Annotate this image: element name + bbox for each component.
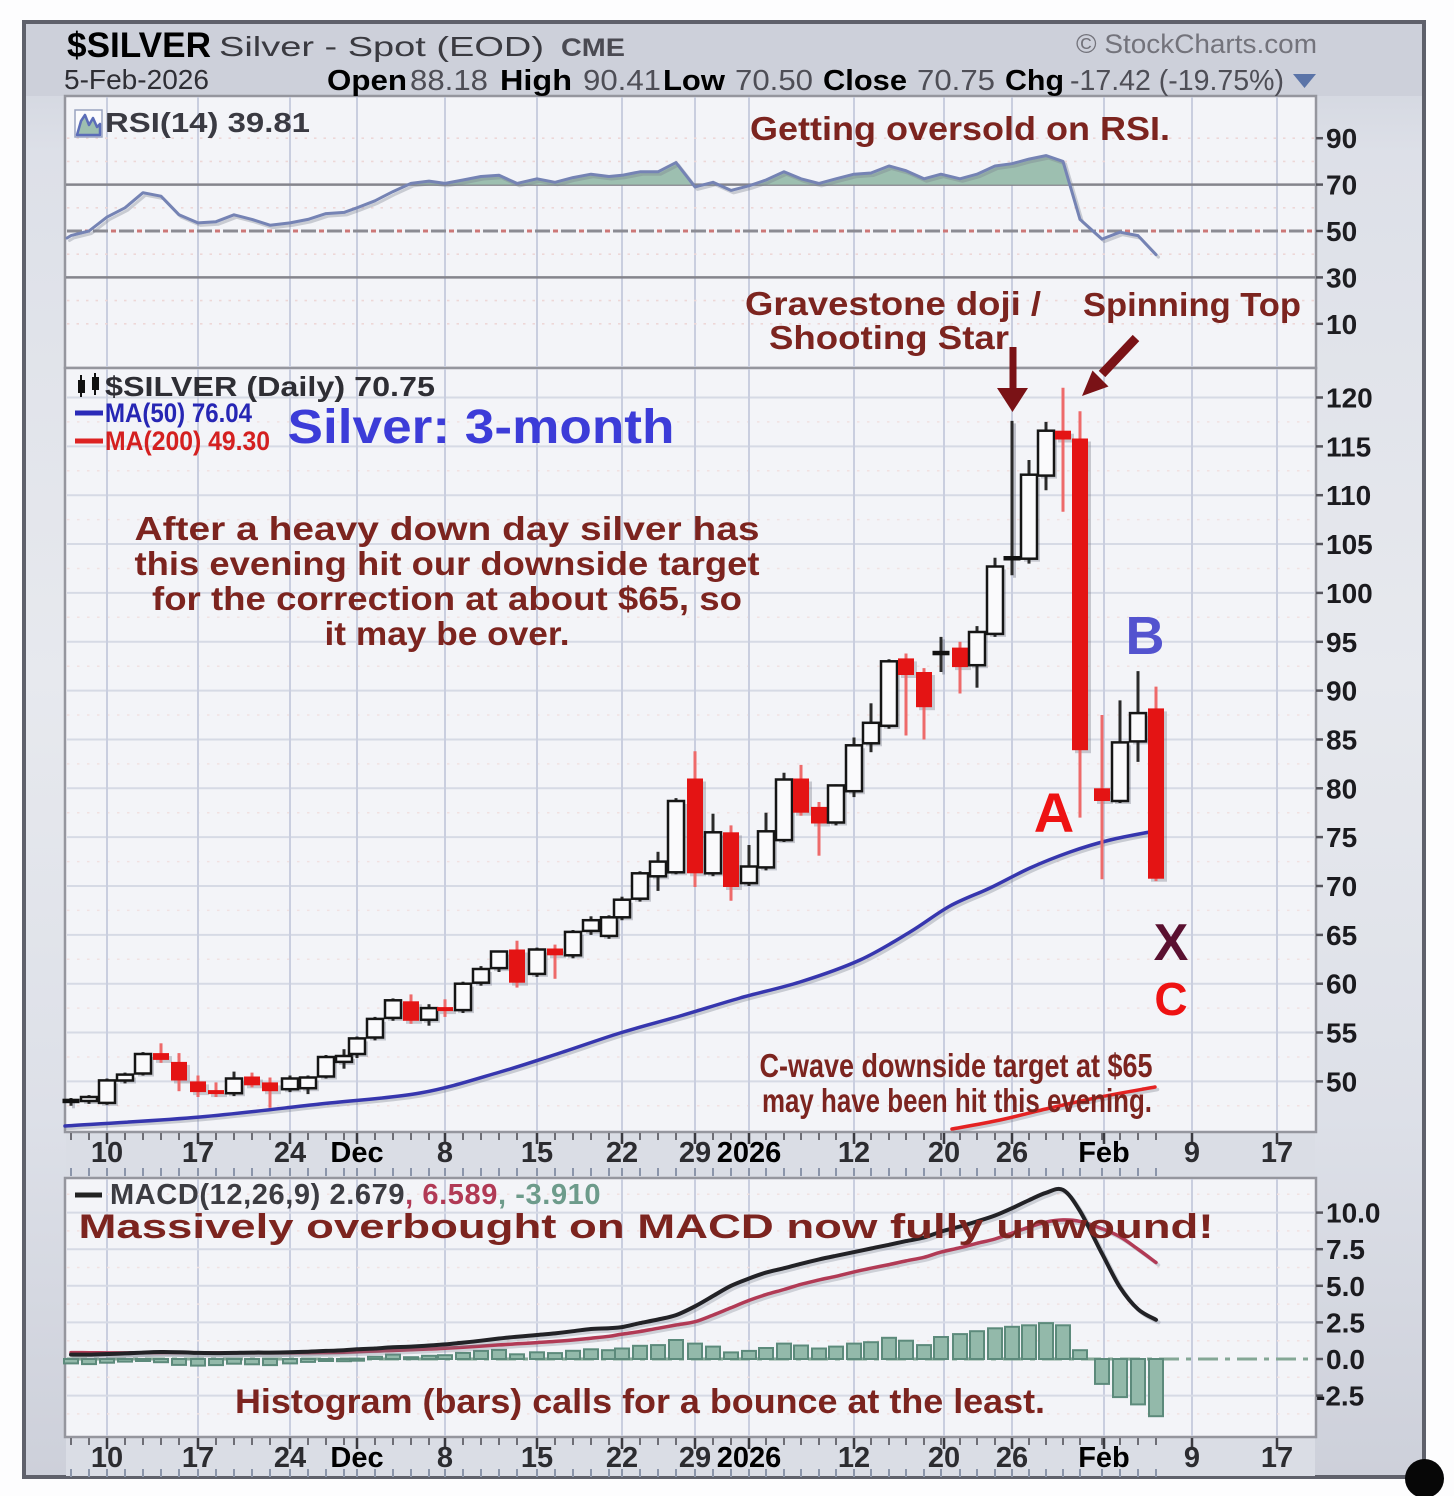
svg-text:C: C bbox=[1154, 973, 1187, 1025]
svg-text:Silver - Spot (EOD): Silver - Spot (EOD) bbox=[219, 31, 544, 62]
svg-text:Feb: Feb bbox=[1078, 1137, 1130, 1169]
svg-text:7.5: 7.5 bbox=[1326, 1234, 1365, 1265]
svg-text:22: 22 bbox=[606, 1137, 638, 1169]
svg-text:88.18: 88.18 bbox=[410, 65, 488, 97]
svg-text:90: 90 bbox=[1326, 123, 1357, 154]
svg-text:60: 60 bbox=[1326, 969, 1357, 1000]
svg-text:© StockCharts.com: © StockCharts.com bbox=[1076, 29, 1317, 59]
svg-text:12: 12 bbox=[838, 1442, 870, 1474]
svg-text:Massively overbought on MACD n: Massively overbought on MACD now fully u… bbox=[79, 1208, 1214, 1246]
svg-text:Gravestone doji /: Gravestone doji / bbox=[745, 285, 1041, 322]
svg-text:20: 20 bbox=[928, 1137, 960, 1169]
svg-text:B: B bbox=[1126, 606, 1165, 666]
svg-text:80: 80 bbox=[1326, 773, 1357, 804]
svg-text:55: 55 bbox=[1326, 1018, 1357, 1049]
svg-text:15: 15 bbox=[521, 1442, 553, 1474]
svg-text:70: 70 bbox=[1326, 170, 1357, 201]
svg-text:20: 20 bbox=[928, 1442, 960, 1474]
svg-text:90: 90 bbox=[1326, 676, 1357, 707]
svg-text:90.41: 90.41 bbox=[583, 65, 661, 97]
svg-text:10: 10 bbox=[91, 1137, 123, 1169]
svg-text:70: 70 bbox=[1326, 871, 1357, 902]
svg-text:Spinning Top: Spinning Top bbox=[1083, 286, 1301, 323]
svg-text:A: A bbox=[1034, 781, 1074, 844]
svg-text:26: 26 bbox=[996, 1442, 1028, 1474]
svg-text:MACD(12,26,9) 2.679, 6.589, -3: MACD(12,26,9) 2.679, 6.589, -3.910 bbox=[110, 1179, 601, 1211]
svg-text:Silver: 3-month: Silver: 3-month bbox=[288, 401, 675, 454]
svg-text:Getting oversold on RSI.: Getting oversold on RSI. bbox=[750, 110, 1170, 147]
svg-text:After a heavy down day silver: After a heavy down day silver has bbox=[135, 510, 760, 547]
svg-text:Histogram (bars) calls for a b: Histogram (bars) calls for a bounce at t… bbox=[235, 1383, 1045, 1421]
svg-text:Dec: Dec bbox=[330, 1137, 383, 1169]
svg-text:17: 17 bbox=[1261, 1442, 1293, 1474]
svg-text:120: 120 bbox=[1326, 383, 1373, 414]
svg-text:17: 17 bbox=[1261, 1137, 1293, 1169]
svg-text:30: 30 bbox=[1326, 262, 1357, 293]
svg-text:High: High bbox=[500, 65, 572, 97]
svg-text:MA(200) 49.30: MA(200) 49.30 bbox=[105, 426, 270, 456]
svg-text:29: 29 bbox=[679, 1442, 711, 1474]
svg-text:X: X bbox=[1154, 914, 1189, 972]
svg-text:2.5: 2.5 bbox=[1326, 1307, 1365, 1338]
svg-text:105: 105 bbox=[1326, 529, 1373, 560]
svg-text:17: 17 bbox=[182, 1442, 214, 1474]
svg-text:10.0: 10.0 bbox=[1326, 1198, 1381, 1229]
svg-text:Low: Low bbox=[663, 65, 725, 97]
svg-text:2026: 2026 bbox=[717, 1137, 782, 1169]
svg-text:Feb: Feb bbox=[1078, 1442, 1130, 1474]
svg-text:CME: CME bbox=[561, 34, 625, 62]
svg-text:-17.42 (-19.75%): -17.42 (-19.75%) bbox=[1070, 65, 1284, 97]
svg-text:0.0: 0.0 bbox=[1326, 1344, 1365, 1375]
svg-text:Dec: Dec bbox=[330, 1442, 383, 1474]
svg-text:5.0: 5.0 bbox=[1326, 1271, 1365, 1302]
svg-text:15: 15 bbox=[521, 1137, 553, 1169]
svg-text:22: 22 bbox=[606, 1442, 638, 1474]
svg-text:29: 29 bbox=[679, 1137, 711, 1169]
svg-text:115: 115 bbox=[1326, 431, 1371, 462]
svg-text:8: 8 bbox=[437, 1137, 453, 1169]
svg-text:2026: 2026 bbox=[717, 1442, 782, 1474]
svg-text:100: 100 bbox=[1326, 578, 1373, 609]
svg-text:5-Feb-2026: 5-Feb-2026 bbox=[64, 64, 209, 95]
svg-text:26: 26 bbox=[996, 1137, 1028, 1169]
svg-text:C-wave downside target at $65: C-wave downside target at $65 bbox=[760, 1047, 1153, 1084]
svg-text:24: 24 bbox=[274, 1442, 306, 1474]
svg-text:Chg: Chg bbox=[1005, 65, 1064, 97]
svg-text:may have been hit this evening: may have been hit this evening. bbox=[762, 1082, 1152, 1119]
svg-text:24: 24 bbox=[274, 1137, 306, 1169]
svg-text:$SILVER: $SILVER bbox=[67, 26, 211, 65]
svg-text:50: 50 bbox=[1326, 216, 1357, 247]
svg-text:17: 17 bbox=[182, 1137, 214, 1169]
svg-text:10: 10 bbox=[1326, 309, 1357, 340]
svg-text:$SILVER (Daily) 70.75: $SILVER (Daily) 70.75 bbox=[105, 371, 435, 402]
svg-text:for the correction at about $6: for the correction at about $65, so bbox=[152, 580, 742, 617]
svg-text:75: 75 bbox=[1326, 822, 1357, 853]
svg-text:70.75: 70.75 bbox=[917, 65, 995, 97]
svg-text:it may be over.: it may be over. bbox=[325, 615, 570, 652]
svg-text:8: 8 bbox=[437, 1442, 453, 1474]
svg-text:Shooting Star: Shooting Star bbox=[769, 319, 1009, 356]
svg-text:-2.5: -2.5 bbox=[1316, 1381, 1364, 1412]
svg-text:110: 110 bbox=[1326, 480, 1371, 511]
svg-text:Open: Open bbox=[327, 65, 407, 97]
svg-text:12: 12 bbox=[838, 1137, 870, 1169]
svg-text:70.50: 70.50 bbox=[735, 65, 813, 97]
svg-text:10: 10 bbox=[91, 1442, 123, 1474]
svg-text:MA(50) 76.04: MA(50) 76.04 bbox=[105, 398, 252, 428]
svg-text:9: 9 bbox=[1184, 1137, 1200, 1169]
svg-text:95: 95 bbox=[1326, 627, 1357, 658]
svg-text:Close: Close bbox=[823, 65, 907, 97]
svg-text:9: 9 bbox=[1184, 1442, 1200, 1474]
svg-text:this evening hit our downside: this evening hit our downside target bbox=[135, 545, 760, 582]
svg-text:RSI(14) 39.81: RSI(14) 39.81 bbox=[105, 107, 310, 138]
svg-text:85: 85 bbox=[1326, 725, 1357, 756]
svg-text:65: 65 bbox=[1326, 920, 1357, 951]
svg-text:50: 50 bbox=[1326, 1066, 1357, 1097]
